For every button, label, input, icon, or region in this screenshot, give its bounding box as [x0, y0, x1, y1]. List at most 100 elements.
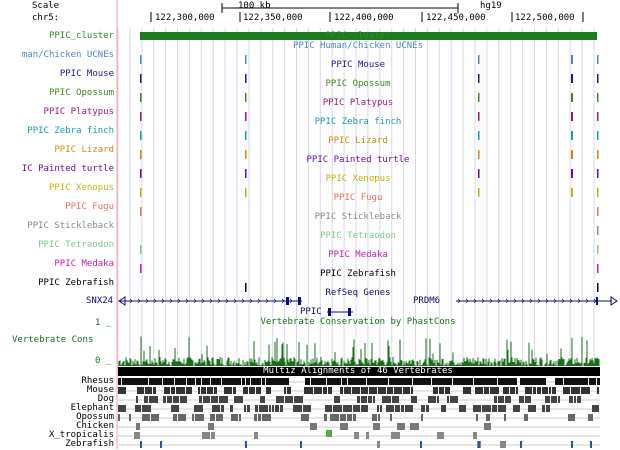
multiz-block [118, 414, 120, 421]
multiz-block [513, 405, 520, 412]
strand-chevron [161, 298, 165, 304]
multiz-species-label[interactable]: Dog [97, 394, 114, 404]
gene-exon [596, 297, 598, 305]
multiz-block [386, 405, 394, 412]
multiz-block [287, 387, 291, 394]
multiz-block [211, 378, 221, 385]
track-label[interactable]: PPIC Fugu [65, 202, 114, 212]
multiz-block [571, 387, 580, 394]
cons-left-label[interactable]: Vertebrate Cons [12, 335, 94, 345]
strand-chevron [145, 298, 149, 304]
multiz-species-label[interactable]: Chicken [76, 421, 114, 431]
track-label[interactable]: PPIC Tetraodon [38, 240, 114, 250]
multiz-block [330, 414, 339, 421]
multiz-block [249, 387, 255, 394]
track-label[interactable]: PPIC Xenopus [48, 183, 114, 193]
ucne-feature [245, 169, 247, 178]
multiz-species-label[interactable]: X_tropicalis [48, 430, 114, 440]
ucne-feature [597, 226, 599, 235]
multiz-block [167, 396, 172, 403]
multiz-block [367, 378, 388, 385]
multiz-block [581, 387, 590, 394]
ucne-feature [245, 283, 247, 292]
multiz-block [171, 405, 179, 412]
multiz-block [428, 396, 436, 403]
ruler-position: 122,400,000 [334, 13, 394, 23]
track-label[interactable]: man/Chicken UCNEs [21, 50, 114, 60]
track-label[interactable]: PPIC Zebra finch [27, 126, 114, 136]
strand-chevron [153, 298, 157, 304]
strand-chevron [545, 298, 549, 304]
track-center-label: PPIC Zebra finch [314, 117, 402, 127]
multiz-block [243, 387, 248, 394]
multiz-block [233, 387, 236, 394]
gene-label-snx24[interactable]: SNX24 [86, 296, 114, 306]
multiz-block [395, 405, 400, 412]
multiz-species-label[interactable]: Mouse [86, 385, 114, 395]
multiz-block [382, 396, 391, 403]
track-label[interactable]: PPIC Medaka [54, 259, 114, 269]
multiz-block [254, 432, 258, 439]
multiz-block [311, 378, 326, 385]
multiz-block [563, 387, 570, 394]
track-label[interactable]: PPIC Lizard [54, 145, 114, 155]
multiz-species-label[interactable]: Rhesus [81, 376, 114, 386]
strand-chevron [505, 298, 509, 304]
gene-exon [328, 308, 331, 316]
track-label[interactable]: PPIC Mouse [59, 69, 114, 79]
multiz-block [568, 414, 575, 421]
multiz-block [294, 396, 303, 403]
multiz-block [459, 405, 466, 412]
multiz-block [192, 414, 194, 421]
multiz-species-label[interactable]: Opossum [76, 412, 114, 422]
multiz-species-label[interactable]: Elephant [70, 403, 114, 413]
track-label[interactable]: PPIC Zebrafish [38, 278, 114, 288]
multiz-block [285, 396, 293, 403]
strand-chevron [497, 298, 501, 304]
multiz-block [432, 378, 452, 385]
gene-label-prdm6[interactable]: PRDM6 [413, 296, 441, 306]
multiz-block [145, 387, 152, 394]
multiz-block [352, 387, 360, 394]
gene-arrow-right [610, 296, 618, 306]
multiz-block [212, 405, 220, 412]
multiz-block [405, 405, 413, 412]
chicken-block [326, 430, 332, 437]
multiz-block [569, 396, 573, 403]
multiz-block [254, 414, 257, 421]
cons-title: Vertebrate Conservation by PhastCons [260, 317, 456, 327]
multiz-block [222, 378, 241, 385]
gene-label-ppic[interactable]: PPIC [300, 307, 322, 317]
strand-chevron [169, 298, 173, 304]
track-label[interactable]: PPIC Opossum [48, 88, 114, 98]
multiz-block [344, 387, 351, 394]
multiz-block [208, 423, 214, 430]
ucne-feature [571, 74, 573, 83]
multiz-block [473, 405, 481, 412]
multiz-block [340, 387, 343, 394]
multiz-block [558, 396, 560, 403]
multiz-block [173, 396, 179, 403]
zebrafish-block [300, 441, 302, 448]
multiz-block [136, 423, 140, 430]
track-label[interactable]: IC Painted turtle [21, 164, 114, 174]
multiz-block [328, 387, 332, 394]
multiz-block [368, 396, 372, 403]
multiz-block [361, 387, 368, 394]
multiz-block [392, 396, 399, 403]
multiz-block [118, 378, 121, 385]
strand-chevron [225, 298, 229, 304]
multiz-block [354, 432, 359, 439]
multiz-block [500, 441, 506, 448]
track-label[interactable]: PPIC Stickleback [27, 221, 114, 231]
multiz-block [304, 387, 313, 394]
multiz-block [187, 378, 195, 385]
track-label[interactable]: PPIC_cluster [48, 31, 114, 41]
multiz-block [258, 414, 261, 421]
multiz-species-label[interactable]: Zebrafish [65, 439, 114, 449]
multiz-block [230, 405, 233, 412]
track-label[interactable]: PPIC Platypus [43, 107, 114, 117]
multiz-block [401, 405, 404, 412]
multiz-block [224, 387, 232, 394]
